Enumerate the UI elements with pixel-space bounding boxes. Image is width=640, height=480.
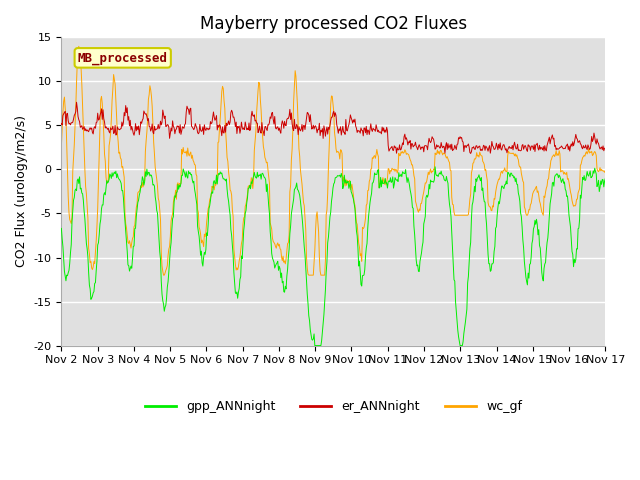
Legend: gpp_ANNnight, er_ANNnight, wc_gf: gpp_ANNnight, er_ANNnight, wc_gf <box>140 395 527 418</box>
Y-axis label: CO2 Flux (urology/m2/s): CO2 Flux (urology/m2/s) <box>15 116 28 267</box>
Text: MB_processed: MB_processed <box>77 51 168 64</box>
Title: Mayberry processed CO2 Fluxes: Mayberry processed CO2 Fluxes <box>200 15 467 33</box>
